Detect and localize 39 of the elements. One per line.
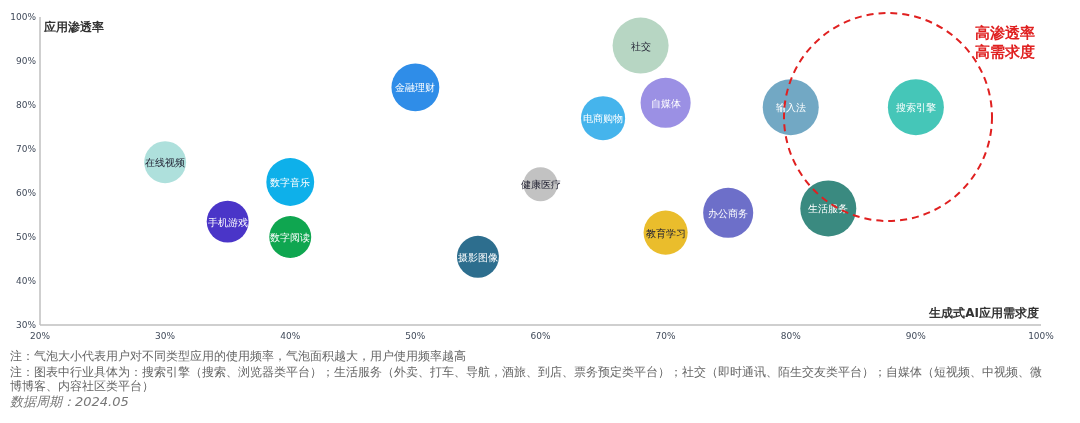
x-tick-label: 70% — [655, 331, 677, 341]
series-label: 输入法 — [775, 102, 806, 114]
y-tick-label: 80% — [15, 100, 37, 110]
series-label: 办公商务 — [708, 207, 749, 219]
annotation: 高渗透率 — [975, 24, 1035, 42]
text: 注：图表中行业具体为：搜索引擎（搜索、浏览器类平台）；生活服务（外卖、打车、导航，酒旅、到店、票务预定类平台）；社交（即时通讯、陌生交友类平台）；自媒体（短视频、中视频、微博博客、内容社区类平台） — [10, 365, 1043, 393]
x-tick-label: 60% — [530, 331, 551, 341]
series-label: 自媒体 — [650, 97, 681, 109]
series-label: 数字音乐 — [270, 177, 311, 188]
series-label: 数字阅读 — [270, 232, 311, 243]
y-tick-label: 90% — [15, 56, 37, 66]
series-label: 手机游戏 — [207, 216, 248, 228]
series-label: 生活服务 — [808, 203, 849, 215]
x-tick-label: 90% — [905, 331, 927, 341]
series-label: 教育学习 — [645, 227, 686, 239]
y-tick-label: 100% — [10, 12, 37, 22]
series-label: 电商购物 — [583, 113, 624, 125]
x-tick-label: 100% — [1028, 331, 1055, 341]
series-label: 健康医疗 — [520, 179, 561, 191]
series-label: 搜索引擎 — [895, 102, 936, 114]
series-label: 社交 — [630, 40, 651, 52]
series-label: 在线视频 — [145, 157, 186, 169]
y-tick-label: 30% — [15, 320, 37, 330]
y-tick-label: 70% — [15, 144, 37, 154]
y-tick-label: 60% — [15, 188, 37, 198]
x-tick-label: 50% — [405, 331, 426, 341]
x-tick-label: 80% — [780, 331, 802, 341]
series-label: 摄影图像 — [457, 251, 498, 263]
text: 数据周期：2024.05 — [10, 394, 130, 409]
annotation: 高需求度 — [975, 43, 1035, 61]
series-label: 金融理财 — [395, 82, 436, 94]
y-tick-label: 50% — [15, 232, 37, 242]
x-tick-label: 40% — [280, 331, 301, 341]
x-axis-title: 生成式AI应用需求度 — [928, 306, 1039, 320]
y-tick-label: 40% — [15, 276, 37, 286]
text: 注：气泡大小代表用户对不同类型应用的使用频率，气泡面积越大，用户使用频率越高 — [10, 349, 467, 363]
y-axis-title: 应用渗透率 — [43, 20, 104, 34]
x-tick-label: 30% — [155, 331, 176, 341]
x-tick-label: 20% — [29, 331, 51, 341]
